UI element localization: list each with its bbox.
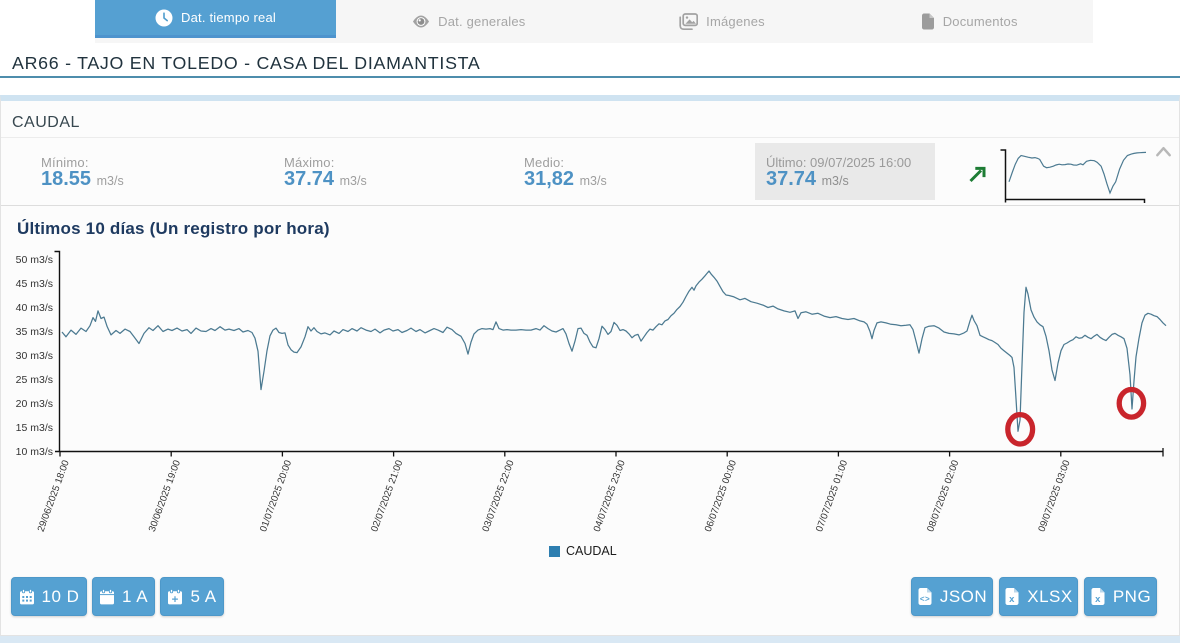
svg-text:<>: <> <box>920 595 930 604</box>
svg-text:x: x <box>1009 594 1015 605</box>
svg-text:x: x <box>1095 594 1101 605</box>
